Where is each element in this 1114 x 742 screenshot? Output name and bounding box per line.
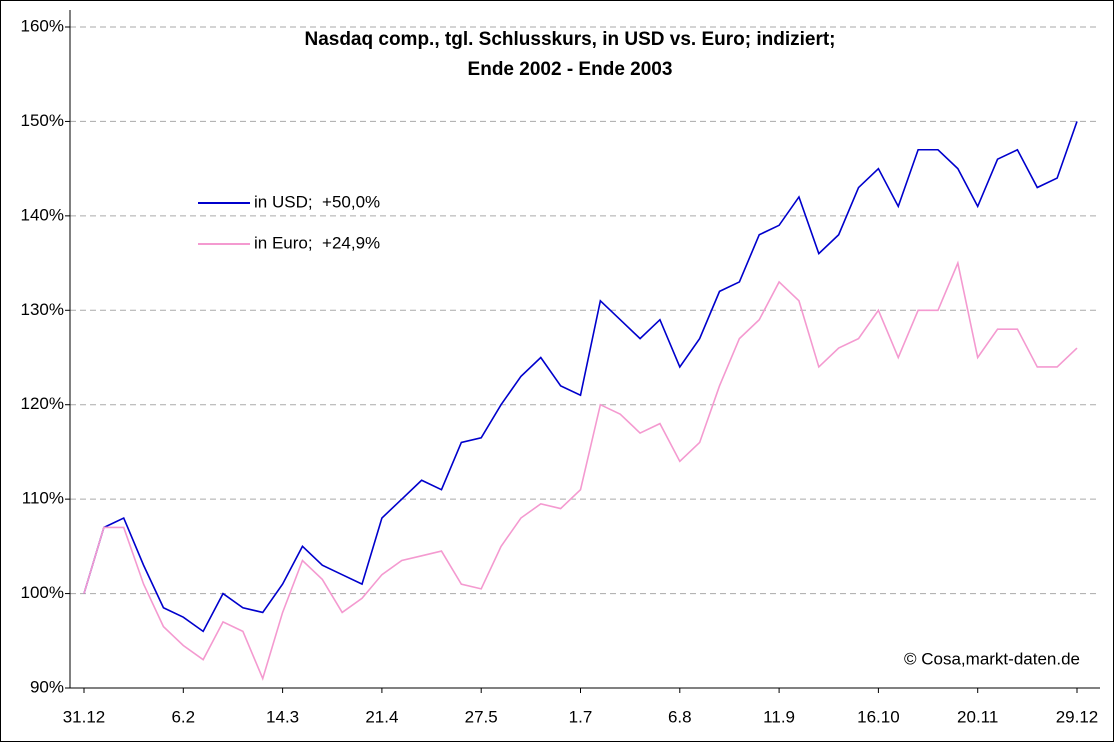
x-tick-label: 27.5 [465, 707, 498, 726]
y-tick-label: 100% [21, 583, 64, 602]
x-tick-label: 6.8 [668, 707, 692, 726]
x-tick-label: 6.2 [171, 707, 195, 726]
annotation: © Cosa,markt-daten.de [904, 649, 1080, 668]
x-tick-label: 14.3 [266, 707, 299, 726]
chart-title: Nasdaq comp., tgl. Schlusskurs, in USD v… [304, 29, 835, 50]
legend-label: in Euro; +24,9% [254, 233, 380, 252]
y-tick-label: 140% [21, 205, 64, 224]
x-tick-label: 21.4 [365, 707, 398, 726]
y-tick-label: 120% [21, 394, 64, 413]
y-tick-label: 160% [21, 16, 64, 35]
y-tick-label: 150% [21, 111, 64, 130]
chart-title: Ende 2002 - Ende 2003 [468, 59, 673, 80]
y-tick-label: 130% [21, 300, 64, 319]
series-line [83, 121, 1078, 633]
x-tick-label: 29.12 [1056, 707, 1099, 726]
y-tick-label: 90% [30, 677, 64, 696]
legend-label: in USD; +50,0% [254, 192, 380, 211]
y-tick-label: 110% [22, 489, 64, 508]
x-tick-label: 20.11 [957, 707, 998, 726]
series-line [83, 260, 1078, 681]
x-tick-label: 31.12 [63, 707, 106, 726]
x-tick-label: 11.9 [763, 707, 795, 726]
x-tick-label: 1.7 [569, 707, 593, 726]
x-tick-label: 16.10 [857, 707, 900, 726]
